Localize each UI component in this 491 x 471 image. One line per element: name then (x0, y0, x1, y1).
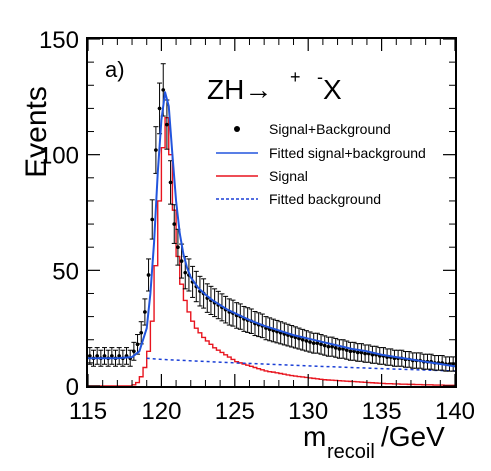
x-tick-label: 135 (362, 398, 402, 425)
data-point (344, 348, 349, 352)
data-point (330, 344, 334, 349)
y-tick-label: 100 (39, 143, 79, 170)
legend-marker (234, 126, 240, 132)
data-point (311, 341, 316, 346)
data-point (176, 245, 180, 249)
data-point (143, 310, 147, 314)
legend-entry: Signal (216, 168, 308, 184)
legend-label: Signal+Background (269, 121, 391, 137)
data-point (150, 217, 155, 222)
data-point (154, 148, 158, 152)
x-tick-label: 130 (288, 398, 328, 425)
x-axis-label-sub: recoil (327, 441, 375, 463)
data-point (165, 122, 169, 127)
legend-label: Fitted signal+background (269, 145, 426, 161)
data-point (300, 337, 305, 342)
process-minus: - (317, 67, 323, 87)
data-point (363, 351, 367, 356)
data-point (157, 106, 162, 111)
data-point (333, 346, 338, 350)
process-plus: + (290, 67, 301, 87)
data-point (297, 336, 301, 341)
x-axis-label-main: m (303, 421, 326, 452)
process-suffix: X (323, 74, 342, 105)
x-axis-label-unit: /GeV (381, 421, 445, 452)
data-point (135, 342, 140, 347)
data-point (315, 341, 320, 346)
plot-area (87, 63, 456, 387)
x-tick-label: 120 (141, 398, 181, 425)
data-point (179, 259, 184, 263)
fitted-signal-background-series (88, 91, 456, 368)
x-axis-label: m recoil /GeV (303, 421, 445, 463)
y-tick-label: 0 (66, 374, 79, 401)
data-point (117, 354, 121, 358)
x-tick-label: 140 (435, 398, 475, 425)
data-point (337, 347, 342, 351)
panel-label: a) (105, 57, 125, 82)
legend-entry: Signal+Background (234, 121, 391, 137)
plot-frame (86, 37, 457, 388)
x-tick-label: 125 (215, 398, 255, 425)
data-point (102, 354, 107, 358)
y-tick-label: 150 (39, 27, 79, 54)
data-point (341, 347, 345, 351)
signal-series (88, 116, 455, 387)
data-point (322, 343, 327, 348)
legend: Signal+Background Fitted signal+backgroun… (216, 121, 426, 207)
legend-entry: Fitted signal+background (216, 145, 426, 161)
data-point (110, 354, 114, 358)
legend-entry: Fitted background (216, 191, 381, 207)
data-point (95, 354, 99, 358)
legend-label: Signal (269, 168, 308, 184)
fitted-background-series (146, 357, 456, 372)
data-point (88, 354, 92, 358)
data-point (168, 180, 173, 185)
x-tick-label: 115 (69, 398, 107, 425)
data-point (172, 222, 177, 226)
data-point (161, 88, 166, 92)
data-point (139, 330, 144, 335)
legend-label: Fitted background (269, 191, 381, 207)
data-point (308, 340, 312, 344)
data-point (348, 349, 353, 354)
axes: 115 120 125 130 135 140 0 50 100 150 (39, 27, 475, 425)
data-point (146, 273, 151, 277)
data-point (132, 349, 136, 354)
y-tick-label: 50 (52, 258, 79, 285)
data-point (370, 352, 375, 357)
process-prefix: ZH→ (207, 74, 272, 105)
process-label: ZH→ + - X (207, 67, 342, 105)
data-point (319, 342, 323, 347)
data-point (304, 339, 309, 343)
data-point (326, 344, 331, 349)
data-point (355, 350, 360, 355)
y-axis-label: Events (20, 86, 53, 178)
data-point (183, 270, 188, 275)
